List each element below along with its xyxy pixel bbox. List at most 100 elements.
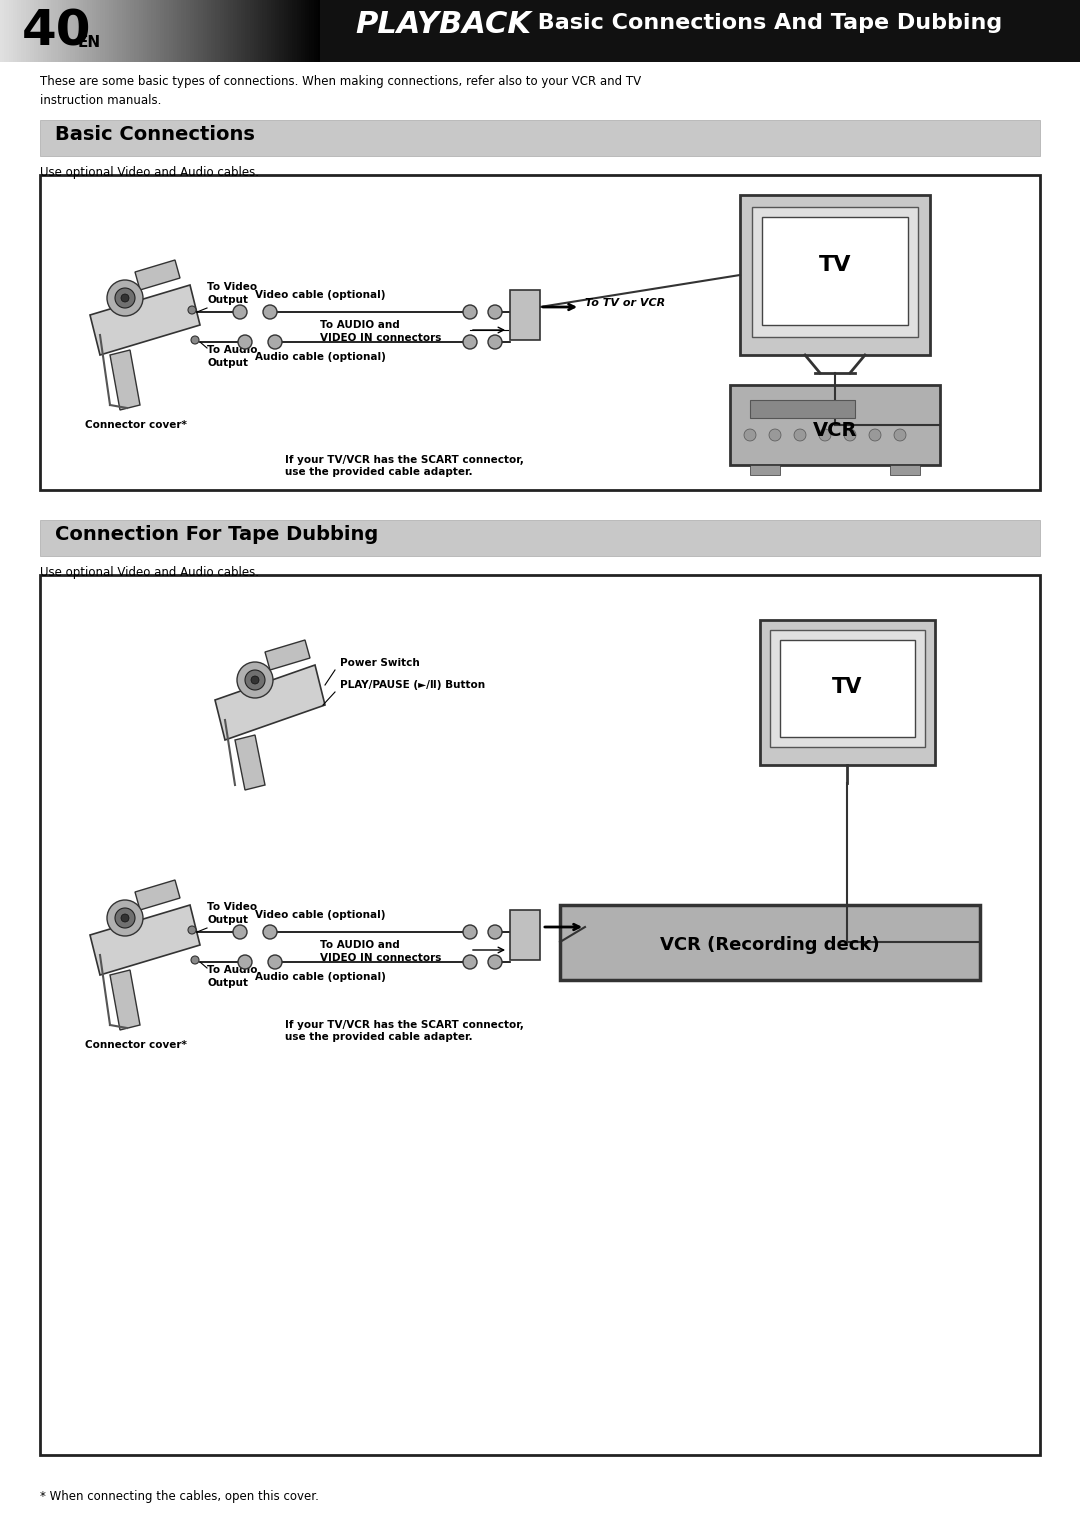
Text: To TV or VCR: To TV or VCR (585, 297, 665, 308)
Circle shape (264, 924, 276, 940)
Bar (256, 0, 258, 61)
Polygon shape (90, 904, 200, 975)
Bar (168, 0, 171, 61)
Circle shape (463, 924, 477, 940)
Bar (72, 0, 75, 61)
Text: Output: Output (207, 915, 248, 924)
Bar (15, 0, 17, 61)
Bar (510, 911, 540, 960)
Bar (179, 0, 181, 61)
Bar (40, 175, 1040, 491)
Circle shape (268, 336, 282, 350)
Bar (149, 0, 151, 61)
Bar (245, 0, 247, 61)
Bar (22, 0, 24, 61)
Bar (35, 0, 37, 61)
Bar (30, 0, 32, 61)
Bar (188, 0, 190, 61)
Circle shape (894, 429, 906, 442)
Bar (241, 0, 243, 61)
Bar (143, 0, 145, 61)
Bar (301, 0, 302, 61)
Bar (37, 0, 39, 61)
Circle shape (463, 305, 477, 319)
Bar (147, 0, 149, 61)
Bar (19, 0, 22, 61)
Circle shape (237, 662, 273, 698)
Bar (166, 0, 168, 61)
Bar (77, 0, 79, 61)
Bar (760, 619, 935, 765)
Bar (17, 0, 19, 61)
Bar (64, 0, 66, 61)
Bar (237, 0, 239, 61)
Bar (275, 0, 278, 61)
Text: Connector cover*: Connector cover* (85, 420, 187, 429)
Bar (320, 0, 1080, 61)
Circle shape (114, 288, 135, 308)
Text: Basic Connections: Basic Connections (55, 126, 255, 144)
Bar (269, 0, 271, 61)
Bar (9, 0, 11, 61)
Text: PLAY/PAUSE (►/Ⅱ) Button: PLAY/PAUSE (►/Ⅱ) Button (340, 681, 485, 690)
Bar (105, 0, 107, 61)
Circle shape (264, 305, 276, 319)
Bar (153, 0, 156, 61)
Text: Power Switch: Power Switch (340, 658, 420, 668)
Bar (315, 0, 318, 61)
Text: Output: Output (207, 978, 248, 987)
Bar (299, 0, 301, 61)
Bar (762, 218, 908, 325)
Bar (203, 0, 205, 61)
Bar (258, 0, 260, 61)
Bar (145, 0, 147, 61)
Bar (267, 0, 269, 61)
Bar (249, 0, 252, 61)
Bar (126, 0, 129, 61)
Text: TV: TV (832, 678, 862, 698)
Bar (98, 0, 100, 61)
Circle shape (488, 924, 502, 940)
Circle shape (843, 429, 856, 442)
Bar (252, 0, 254, 61)
Bar (124, 0, 126, 61)
Bar (85, 0, 87, 61)
Circle shape (238, 955, 252, 969)
Bar (113, 0, 116, 61)
Bar (752, 207, 918, 337)
Bar (164, 0, 166, 61)
Bar (175, 0, 177, 61)
Bar (232, 0, 234, 61)
Circle shape (819, 429, 831, 442)
Bar (192, 0, 194, 61)
Bar (318, 0, 320, 61)
Bar (53, 0, 55, 61)
Circle shape (488, 336, 502, 350)
Bar (11, 0, 13, 61)
Bar (57, 0, 59, 61)
Circle shape (744, 429, 756, 442)
Bar (288, 0, 291, 61)
Bar (247, 0, 249, 61)
Circle shape (488, 305, 502, 319)
Circle shape (188, 926, 195, 934)
Bar (260, 0, 262, 61)
Text: Video cable (optional): Video cable (optional) (255, 290, 386, 300)
Bar (49, 0, 51, 61)
Circle shape (121, 294, 129, 302)
Text: VIDEO IN connectors: VIDEO IN connectors (320, 954, 442, 963)
Text: Use optional Video and Audio cables.: Use optional Video and Audio cables. (40, 566, 259, 579)
Bar (216, 0, 217, 61)
Bar (138, 0, 140, 61)
Bar (282, 0, 284, 61)
Bar (26, 0, 28, 61)
Bar (262, 0, 265, 61)
Text: To Audio: To Audio (207, 964, 257, 975)
Text: Connector cover*: Connector cover* (85, 1039, 187, 1050)
Bar (32, 0, 35, 61)
Bar (293, 0, 295, 61)
Bar (111, 0, 113, 61)
Bar (59, 0, 62, 61)
Polygon shape (235, 734, 265, 789)
Bar (177, 0, 179, 61)
